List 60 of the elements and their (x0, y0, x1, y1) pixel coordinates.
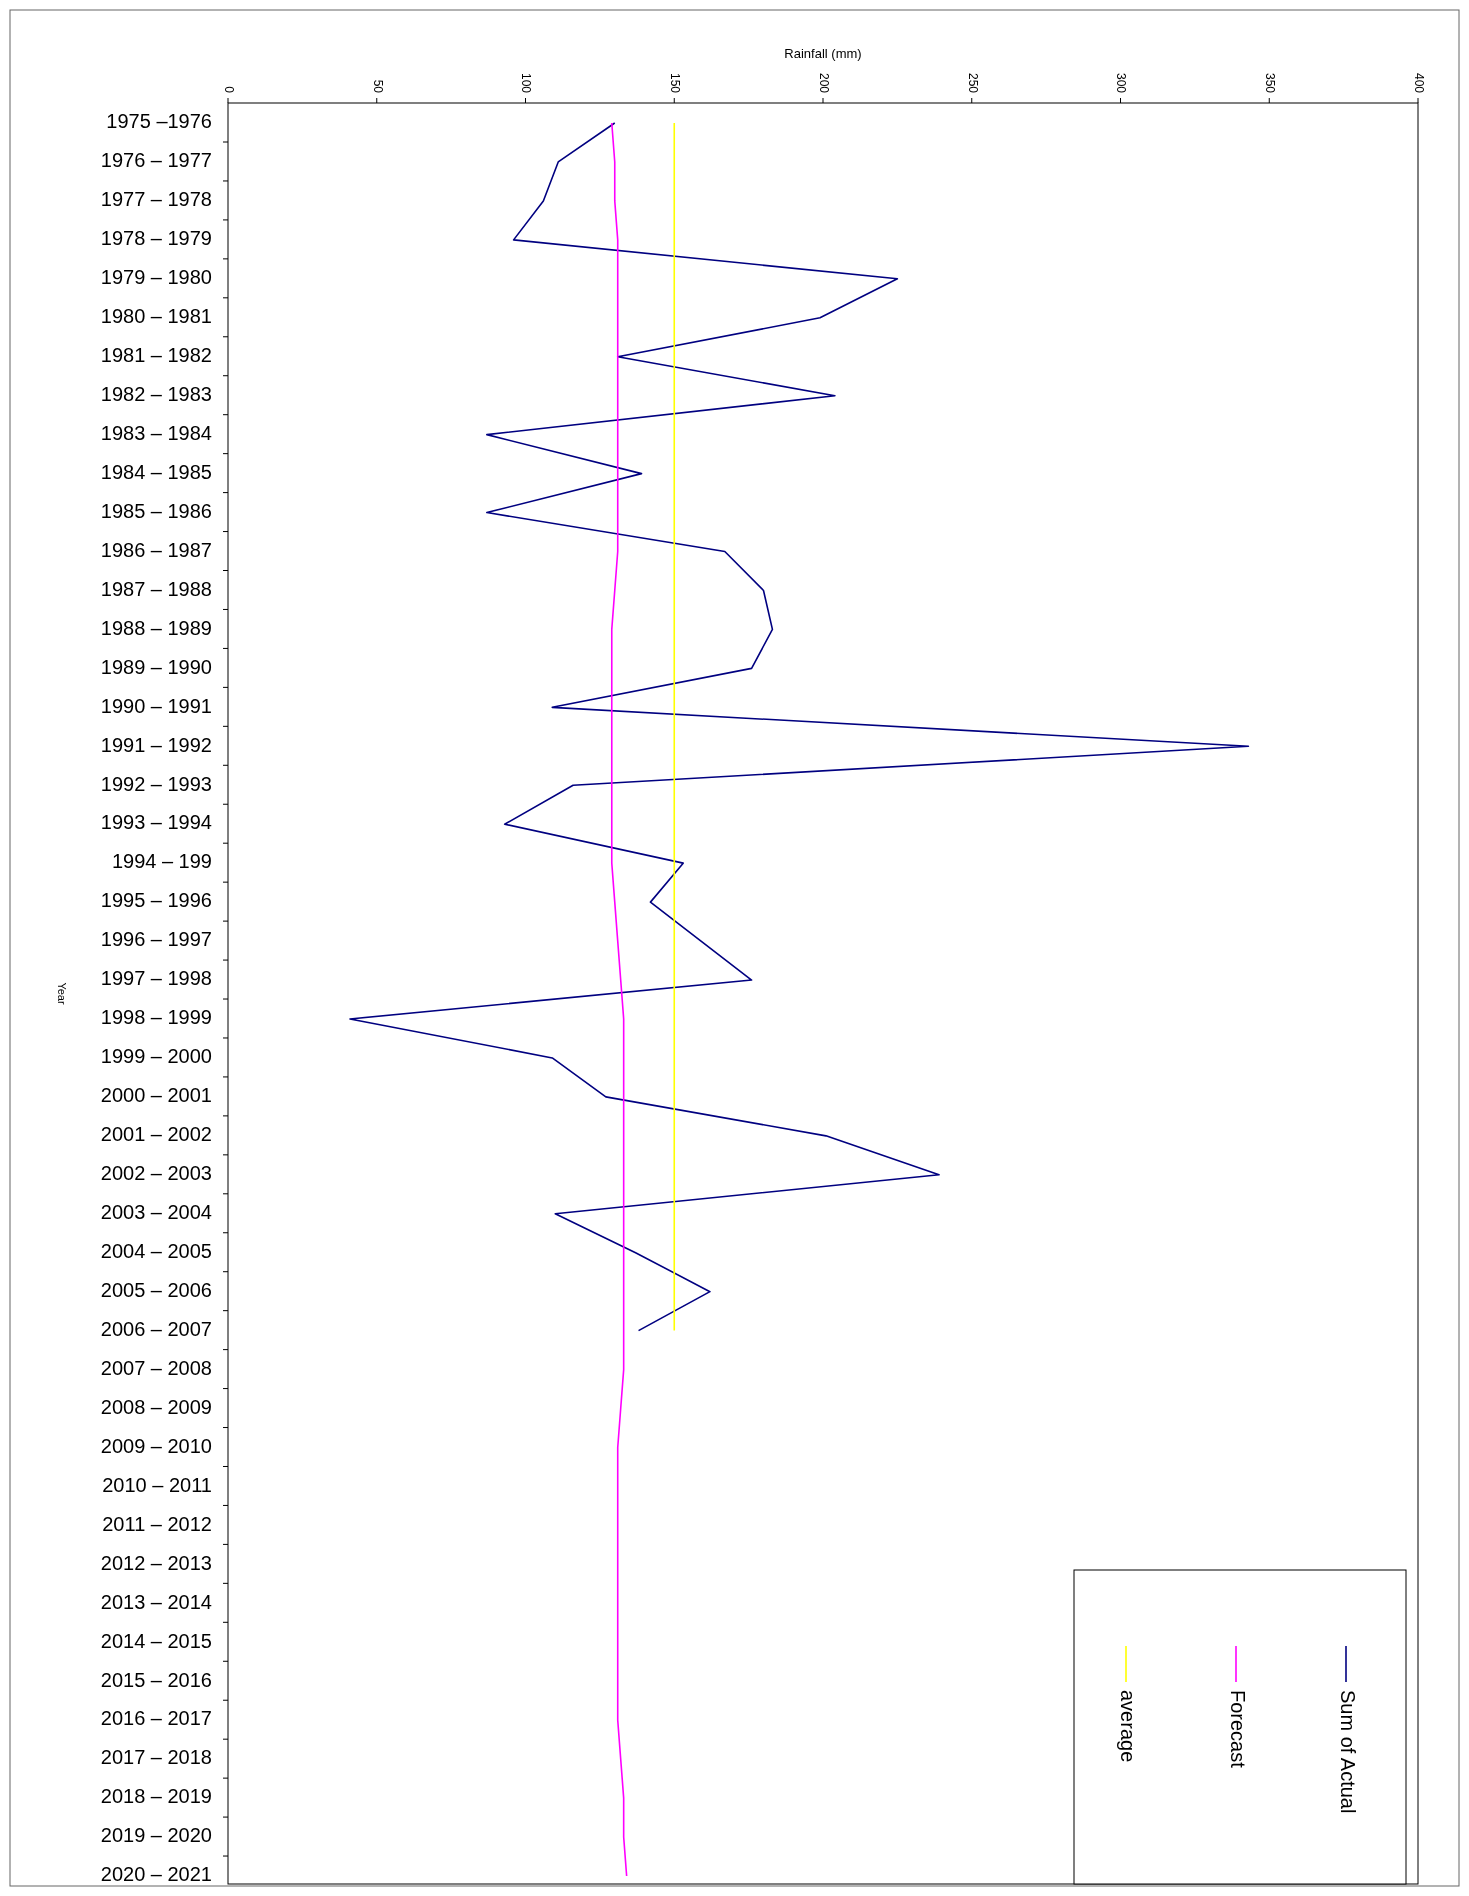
y-tick-label: 1998 – 1999 (100, 1006, 212, 1029)
legend-label: Forecast (1226, 1690, 1249, 1769)
y-tick-label: 2014 – 2015 (100, 1629, 212, 1652)
y-tick-label: 1995 – 1996 (100, 889, 212, 912)
y-tick-label: 2012 – 2013 (100, 1551, 212, 1574)
y-tick-label: 1987 – 1988 (100, 577, 212, 600)
y-tick-label: 2005 – 2006 (100, 1278, 212, 1301)
x-tick-label: 300 (1114, 72, 1129, 94)
y-tick-label: 1982 – 1983 (100, 382, 212, 405)
y-tick-label: 2020 – 2021 (100, 1863, 212, 1886)
y-tick-label: 1985 – 1986 (100, 499, 212, 522)
x-tick-label: 350 (1263, 72, 1278, 94)
x-tick-label: 50 (370, 79, 385, 94)
x-tick-label: 200 (816, 72, 831, 94)
y-tick-label: 2019 – 2020 (100, 1824, 212, 1847)
y-axis-title: Year (56, 982, 68, 1005)
y-tick-label: 1977 – 1978 (100, 188, 212, 211)
y-tick-label: 2017 – 2018 (100, 1746, 212, 1769)
y-tick-label: 1984 – 1985 (100, 460, 212, 483)
legend-label: Sum of Actual (1336, 1690, 1359, 1814)
y-tick-label: 2018 – 2019 (100, 1785, 212, 1808)
y-tick-label: 1996 – 1997 (100, 928, 212, 951)
y-tick-label: 2007 – 2008 (100, 1356, 212, 1379)
y-tick-label: 2009 – 2010 (100, 1434, 212, 1457)
x-tick-label: 0 (221, 86, 236, 94)
y-tick-label: 1992 – 1993 (100, 772, 212, 795)
y-tick-label: 2003 – 2004 (100, 1201, 212, 1224)
y-tick-label: 2006 – 2007 (100, 1317, 212, 1340)
y-tick-label: 1989 – 1990 (100, 655, 212, 678)
y-tick-label: 2008 – 2009 (100, 1395, 212, 1418)
y-tick-label: 1981 – 1982 (100, 344, 212, 367)
x-tick-label: 100 (519, 72, 534, 94)
y-tick-label: 1994 – 199 (111, 850, 212, 873)
x-tick-label: 400 (1411, 72, 1426, 94)
y-tick-label: 1993 – 1994 (100, 811, 212, 834)
y-tick-label: 2015 – 2016 (100, 1668, 212, 1691)
y-tick-label: 1980 – 1981 (100, 305, 212, 328)
y-tick-label: 1988 – 1989 (100, 616, 212, 639)
y-tick-label: 1986 – 1987 (100, 538, 212, 561)
y-tick-label: 2013 – 2014 (100, 1590, 212, 1613)
y-tick-label: 1983 – 1984 (100, 421, 212, 444)
y-tick-label: 1990 – 1991 (100, 694, 212, 717)
x-axis-title: Rainfall (mm) (784, 46, 862, 61)
y-tick-label: 1979 – 1980 (100, 266, 212, 289)
y-tick-label: 1978 – 1979 (100, 227, 212, 250)
y-tick-label: 1991 – 1992 (100, 733, 212, 756)
y-tick-label: 2000 – 2001 (100, 1084, 212, 1107)
legend-label: average (1116, 1690, 1139, 1763)
y-tick-label: 2011 – 2012 (102, 1512, 212, 1535)
y-tick-label: 1976 – 1977 (100, 149, 212, 172)
y-tick-label: 2001 – 2002 (100, 1123, 212, 1146)
y-tick-label: 2004 – 2005 (100, 1239, 212, 1262)
y-tick-label: 1997 – 1998 (100, 967, 212, 990)
y-tick-label: 2010 – 2011 (102, 1473, 212, 1496)
y-tick-label: 1999 – 2000 (100, 1045, 212, 1068)
y-tick-label: 1975 –1976 (106, 110, 212, 133)
x-tick-label: 150 (668, 72, 683, 94)
y-tick-label: 2016 – 2017 (100, 1707, 212, 1730)
x-tick-label: 250 (965, 72, 980, 94)
y-tick-label: 2002 – 2003 (100, 1162, 212, 1185)
